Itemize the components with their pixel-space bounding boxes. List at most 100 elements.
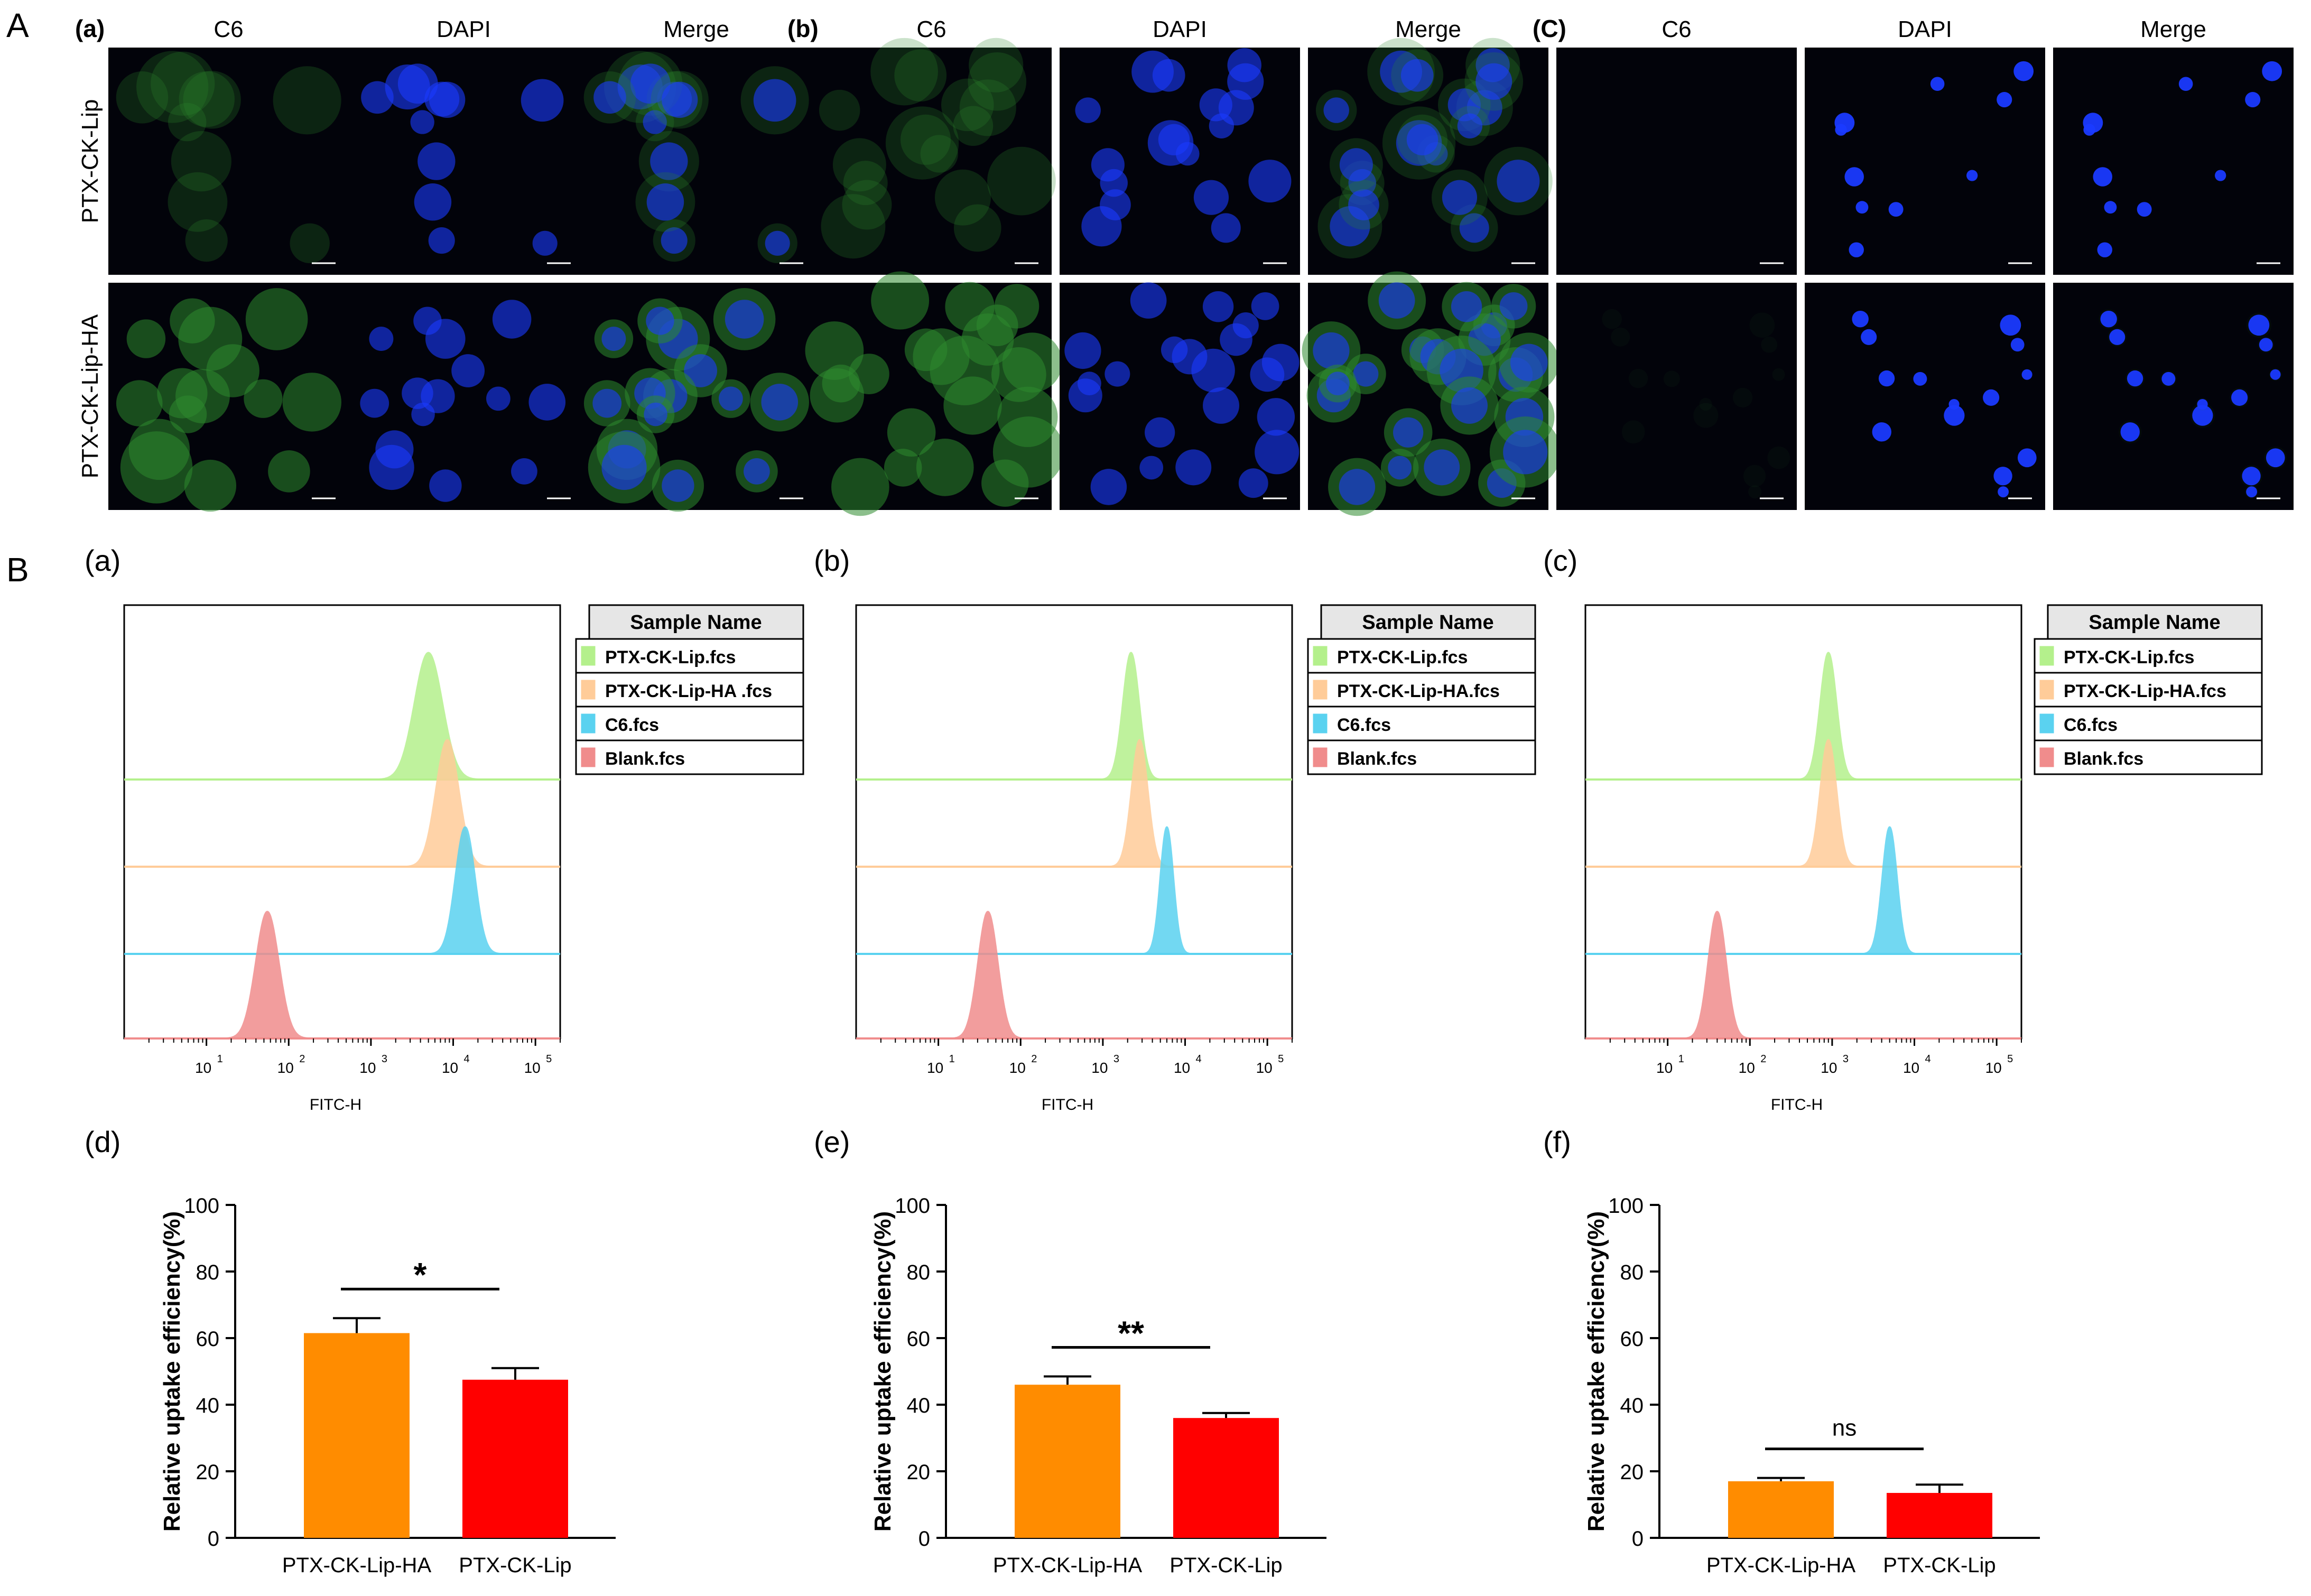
- dapi-nucleus: [1220, 323, 1252, 356]
- legend-title: Sample Name: [630, 611, 762, 634]
- legend-swatch: [581, 680, 596, 700]
- y-tick-label: 0: [1632, 1527, 1644, 1551]
- c6-cell: [831, 458, 889, 516]
- significance-label: **: [1118, 1314, 1144, 1352]
- chart-panel-label: (c): [1543, 544, 1577, 577]
- cells: [583, 288, 809, 512]
- x-tick-exponent: 3: [1843, 1053, 1849, 1065]
- dapi-nucleus: [2242, 467, 2261, 486]
- dapi-nucleus: [2231, 389, 2248, 406]
- dapi-nucleus: [361, 81, 394, 114]
- c6-cell: [170, 298, 215, 344]
- y-tick-label: 20: [196, 1461, 220, 1484]
- c6-cell: [953, 106, 994, 146]
- c6-cell: [916, 439, 974, 496]
- dapi-nucleus: [2137, 202, 2152, 217]
- c6-cell: [273, 66, 341, 135]
- x-tick-label: PTX-CK-Lip: [1170, 1554, 1282, 1577]
- x-tick-label: 10: [1739, 1060, 1755, 1076]
- dapi-nucleus: [1100, 189, 1131, 220]
- dapi-nucleus: [1510, 344, 1548, 382]
- row-label: PTX-CK-Lip-HA: [77, 314, 103, 478]
- dapi-nucleus: [429, 469, 462, 502]
- column-label: C6: [214, 16, 243, 42]
- column-label: C6: [916, 16, 946, 42]
- group-label: (C): [1533, 15, 1566, 42]
- c6-cell: [884, 449, 922, 487]
- x-tick-exponent: 1: [217, 1053, 223, 1065]
- c6-cell: [1748, 485, 1762, 499]
- plot-frame: [1584, 604, 2022, 1040]
- dapi-nucleus: [2010, 338, 2025, 352]
- column-label: Merge: [2140, 16, 2206, 42]
- c6-cell: [1693, 403, 1719, 428]
- c6-cell: [169, 395, 207, 433]
- dapi-nucleus: [410, 110, 434, 134]
- dapi-nucleus: [725, 300, 764, 339]
- dapi-nucleus: [2083, 124, 2095, 136]
- x-tick-exponent: 4: [1196, 1053, 1202, 1065]
- legend-swatch: [1313, 680, 1328, 700]
- legend-swatch: [1313, 646, 1328, 666]
- x-tick-exponent: 3: [1113, 1053, 1119, 1065]
- histogram-series: [372, 652, 485, 781]
- dapi-nucleus: [2259, 338, 2273, 352]
- group-label: (a): [75, 15, 105, 42]
- dapi-nucleus: [646, 183, 684, 221]
- dapi-nucleus: [2021, 369, 2032, 380]
- dapi-nucleus: [1844, 167, 1864, 187]
- dapi-nucleus: [662, 81, 698, 118]
- dapi-nucleus: [1064, 332, 1101, 369]
- chart-panel-label: (d): [85, 1125, 120, 1158]
- y-axis-label: Relative uptake efficiency(%): [1583, 1211, 1609, 1532]
- dapi-nucleus: [1211, 213, 1241, 243]
- dapi-nucleus: [2178, 77, 2193, 91]
- y-tick-label: 40: [907, 1394, 931, 1417]
- cells: [361, 63, 564, 256]
- x-tick-exponent: 5: [1278, 1053, 1284, 1065]
- dapi-nucleus: [1339, 148, 1373, 182]
- c6-cell: [282, 373, 341, 432]
- y-axis-label: Relative uptake efficiency(%): [870, 1211, 896, 1532]
- column-label: DAPI: [1898, 16, 1952, 42]
- legend-label: Blank.fcs: [2064, 749, 2143, 769]
- c6-cell: [822, 364, 860, 403]
- x-tick-label: 10: [1903, 1060, 1919, 1076]
- c6-cell: [1699, 397, 1712, 411]
- column-label: Merge: [1395, 16, 1461, 42]
- histogram-series: [1795, 739, 1861, 868]
- dapi-nucleus: [1835, 124, 1847, 136]
- x-tick-label: 10: [359, 1060, 376, 1076]
- x-tick-exponent: 2: [1031, 1053, 1037, 1065]
- legend-swatch: [2039, 713, 2054, 734]
- x-tick-label: 10: [1091, 1060, 1108, 1076]
- dapi-nucleus: [1348, 189, 1379, 220]
- dapi-nucleus: [1251, 292, 1279, 320]
- dapi-nucleus: [684, 354, 718, 387]
- dapi-nucleus: [593, 81, 626, 114]
- cells: [1064, 282, 1300, 505]
- legend-header: [2047, 604, 2263, 640]
- legend-swatch: [581, 747, 596, 767]
- dapi-nucleus: [2245, 91, 2261, 108]
- c6-cell: [953, 204, 1001, 252]
- dapi-nucleus: [1209, 113, 1235, 138]
- x-tick-label: 10: [1174, 1060, 1190, 1076]
- dapi-nucleus: [761, 384, 799, 421]
- c6-cell: [1611, 327, 1630, 347]
- dapi-nucleus: [429, 81, 466, 118]
- c6-cell: [987, 146, 1056, 216]
- c6-cell: [244, 379, 283, 418]
- cells: [1852, 310, 2037, 498]
- micrograph-c6: [811, 48, 1052, 275]
- legend-label: PTX-CK-Lip.fcs: [605, 647, 736, 667]
- legend-row: [575, 638, 804, 674]
- c6-cell: [994, 284, 1040, 329]
- histogram-series: [1681, 911, 1753, 1040]
- significance-label: *: [414, 1256, 427, 1294]
- histogram-series: [401, 739, 494, 868]
- dapi-nucleus: [1888, 202, 1904, 217]
- dapi-nucleus: [1203, 387, 1239, 424]
- cells: [1834, 61, 2034, 257]
- legend-swatch: [2039, 680, 2054, 700]
